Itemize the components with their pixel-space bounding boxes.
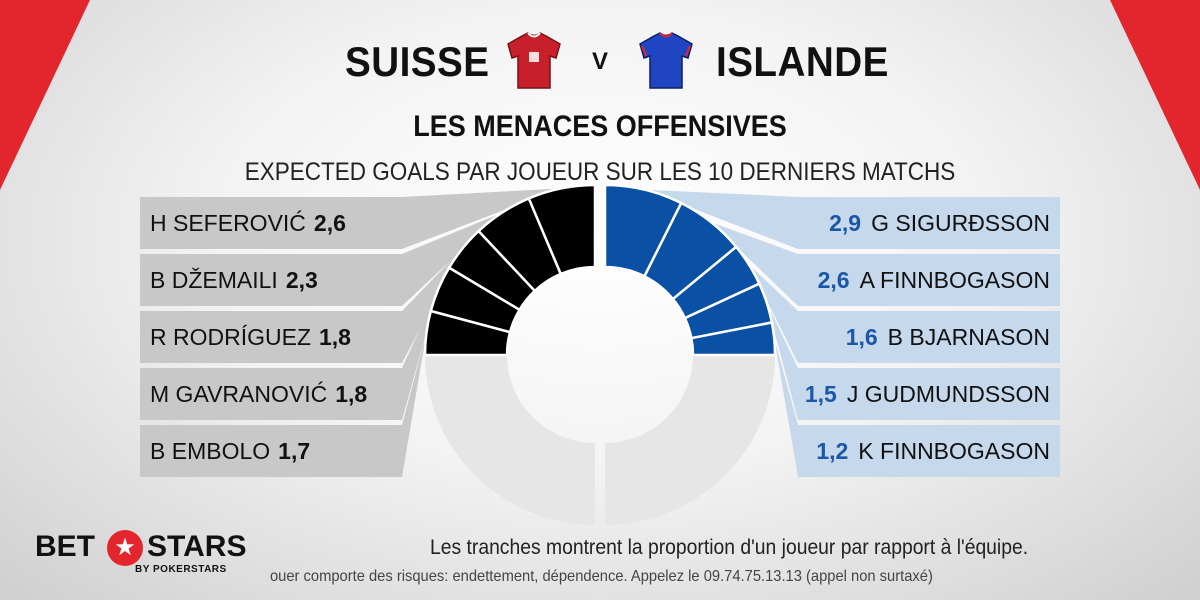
versus-label: V xyxy=(592,48,609,75)
away-label-panel xyxy=(644,189,1060,249)
home-team-name: SUISSE xyxy=(345,38,490,85)
home-label-panel xyxy=(140,248,463,363)
away-rest-slice xyxy=(605,355,775,525)
home-rest-slice xyxy=(425,355,595,525)
gambling-disclaimer: ouer comporte des risques: endettement, … xyxy=(270,568,933,585)
star-icon: ★ xyxy=(107,530,143,566)
away-player-row: 2,9 G SIGURÐSSON xyxy=(829,197,1050,249)
away-label-panel xyxy=(766,302,1060,420)
red-corner-left xyxy=(0,0,90,190)
xg-value: 1,8 xyxy=(335,381,368,407)
xg-value: 1,5 xyxy=(804,381,837,407)
player-name: B BJARNASON xyxy=(887,324,1050,350)
red-corner-right xyxy=(1110,0,1200,190)
footnote: Les tranches montrent la proportion d'un… xyxy=(430,536,1029,559)
xg-value: 1,2 xyxy=(816,438,849,464)
away-player-row: 2,6 A FINNBOGASON xyxy=(818,254,1050,306)
logo-stars-text: STARS xyxy=(147,530,247,563)
away-slice-5 xyxy=(689,321,777,357)
player-name: H SEFEROVIĆ xyxy=(150,210,306,236)
chart-title: LES MENACES OFFENSIVES xyxy=(413,110,787,143)
home-player-row: R RODRÍGUEZ 1,8 xyxy=(150,311,351,363)
player-name: R RODRÍGUEZ xyxy=(150,324,311,350)
player-name: K FINNBOGASON xyxy=(858,438,1050,464)
away-label-panel xyxy=(710,222,1060,306)
xg-value: 1,7 xyxy=(278,438,311,464)
away-player-row: 1,2 K FINNBOGASON xyxy=(816,425,1050,477)
home-player-row: B EMBOLO 1,7 xyxy=(150,425,310,477)
player-name: B EMBOLO xyxy=(150,438,271,464)
xg-value: 2,6 xyxy=(817,267,850,293)
logo-bet-text: BET xyxy=(35,530,95,563)
match-header: SUISSE V ISLANDE xyxy=(0,30,1200,90)
xg-value: 2,6 xyxy=(313,210,346,236)
away-team-name: ISLANDE xyxy=(716,38,889,85)
player-name: A FINNBOGASON xyxy=(859,267,1050,293)
player-name: B DŽEMAILI xyxy=(150,267,278,293)
red-jersey-icon xyxy=(507,32,561,89)
away-label-panel xyxy=(774,338,1060,477)
xg-value: 1,8 xyxy=(319,324,351,350)
chart-subtitle: EXPECTED GOALS PAR JOUEUR SUR LES 10 DER… xyxy=(244,158,956,186)
logo-by-text: BY POKERSTARS xyxy=(135,564,227,575)
betstars-logo: BET ★ STARS BY POKERSTARS xyxy=(35,530,246,580)
player-name: M GAVRANOVIĆ xyxy=(150,381,328,407)
home-label-panel xyxy=(140,288,439,420)
home-player-row: M GAVRANOVIĆ 1,8 xyxy=(150,368,367,420)
home-slice-5 xyxy=(423,309,512,357)
home-label-panel xyxy=(140,212,503,306)
away-player-row: 1,6 B BJARNASON xyxy=(846,311,1050,363)
blue-jersey-icon xyxy=(639,32,693,89)
home-player-row: H SEFEROVIĆ 2,6 xyxy=(150,197,346,249)
home-label-panel xyxy=(140,188,562,249)
away-player-row: 1,5 J GUDMUNDSSON xyxy=(805,368,1050,420)
player-name: G SIGURÐSSON xyxy=(871,210,1050,236)
player-name: J GUDMUNDSSON xyxy=(846,381,1050,407)
xg-value: 2,3 xyxy=(285,267,318,293)
home-player-row: B DŽEMAILI 2,3 xyxy=(150,254,318,306)
xg-value: 2,9 xyxy=(829,210,862,236)
home-label-panel xyxy=(140,332,427,477)
away-label-panel xyxy=(748,264,1060,363)
xg-value: 1,6 xyxy=(845,324,878,350)
